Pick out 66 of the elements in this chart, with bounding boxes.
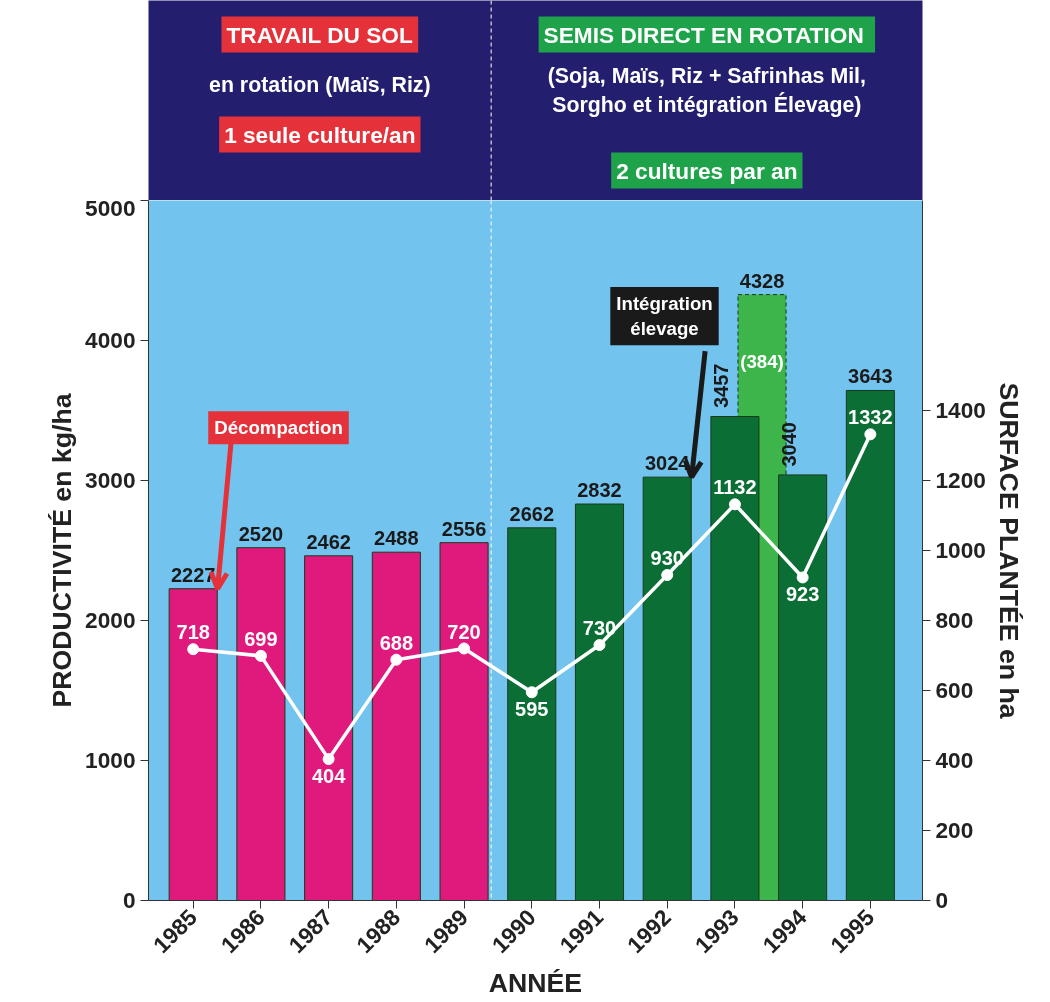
y2-tick-label: 800 <box>935 607 974 633</box>
y2-tick-label: 600 <box>935 677 974 703</box>
annotation: Décompaction <box>214 417 343 439</box>
data-label: 404 <box>311 765 347 788</box>
point <box>864 428 877 441</box>
data-label: 1332 <box>848 406 893 429</box>
bar <box>574 503 625 901</box>
bar <box>168 588 218 901</box>
y-axis-title: PRODUCTIVITÉ en kg/ha <box>47 393 78 708</box>
data-label: 3643 <box>848 365 893 388</box>
data-label: 699 <box>244 627 278 650</box>
annotation: Intégration élevage <box>616 293 713 340</box>
y2-tick-label: 400 <box>935 747 974 773</box>
y-tick-label: 5000 <box>85 194 136 221</box>
data-label: 595 <box>515 698 549 721</box>
x-axis-title: ANNÉE <box>488 967 583 998</box>
text: 1 seule culture/an <box>224 121 416 148</box>
point <box>728 498 741 511</box>
y2-tick-label: 1200 <box>935 467 986 493</box>
point <box>187 643 200 656</box>
bar <box>642 476 692 901</box>
bar <box>845 389 895 901</box>
data-label: 2462 <box>306 530 351 553</box>
data-label: 3040 <box>778 422 801 467</box>
y-tick-label: 3000 <box>85 467 136 493</box>
y-tick-label: 0 <box>122 887 136 913</box>
data-label: 2832 <box>577 479 622 502</box>
y2-tick-label: 0 <box>935 887 949 913</box>
data-label: 2488 <box>374 527 419 550</box>
data-label: 688 <box>379 631 414 654</box>
point <box>796 571 809 584</box>
data-label: 2227 <box>170 563 216 586</box>
y2-tick-label: 200 <box>935 817 974 843</box>
bar <box>304 555 354 901</box>
data-label: 4328 <box>739 269 785 292</box>
point <box>458 642 471 655</box>
text: TRAVAIL DU SOL <box>226 21 413 48</box>
data-label: 2556 <box>441 517 487 540</box>
text: SEMIS DIRECT EN ROTATION <box>543 21 864 48</box>
point <box>593 639 606 651</box>
bar <box>439 542 489 901</box>
y-tick-label: 1000 <box>85 747 136 773</box>
data-label: 3457 <box>710 363 733 409</box>
point <box>525 686 538 699</box>
text: en rotation (Maïs, Riz) <box>209 72 431 97</box>
point <box>322 753 335 766</box>
y2-axis-title: SURFACE PLANTÉE en ha <box>993 382 1024 719</box>
bar <box>236 547 286 901</box>
text: 2 cultures par an <box>616 157 798 184</box>
data-label: 2520 <box>238 522 284 545</box>
y2-tick-label: 1000 <box>935 537 986 563</box>
y2-tick-label: 1400 <box>935 397 986 423</box>
y-tick-label: 2000 <box>85 607 136 633</box>
annotation: (384) <box>740 350 784 372</box>
bar <box>507 527 557 901</box>
data-label: 1132 <box>713 476 757 499</box>
point <box>390 653 403 666</box>
point <box>254 649 267 662</box>
data-label: 720 <box>447 620 481 643</box>
point <box>661 569 674 581</box>
bar <box>371 551 421 901</box>
text: (Soja, Maïs, Riz + Safrinhas Mil, Sorgho et intégration Élevage) <box>547 64 866 117</box>
data-label: 718 <box>176 621 210 644</box>
data-label: 2662 <box>509 502 555 525</box>
data-label: 923 <box>785 583 820 606</box>
y-tick-label: 4000 <box>85 327 136 353</box>
